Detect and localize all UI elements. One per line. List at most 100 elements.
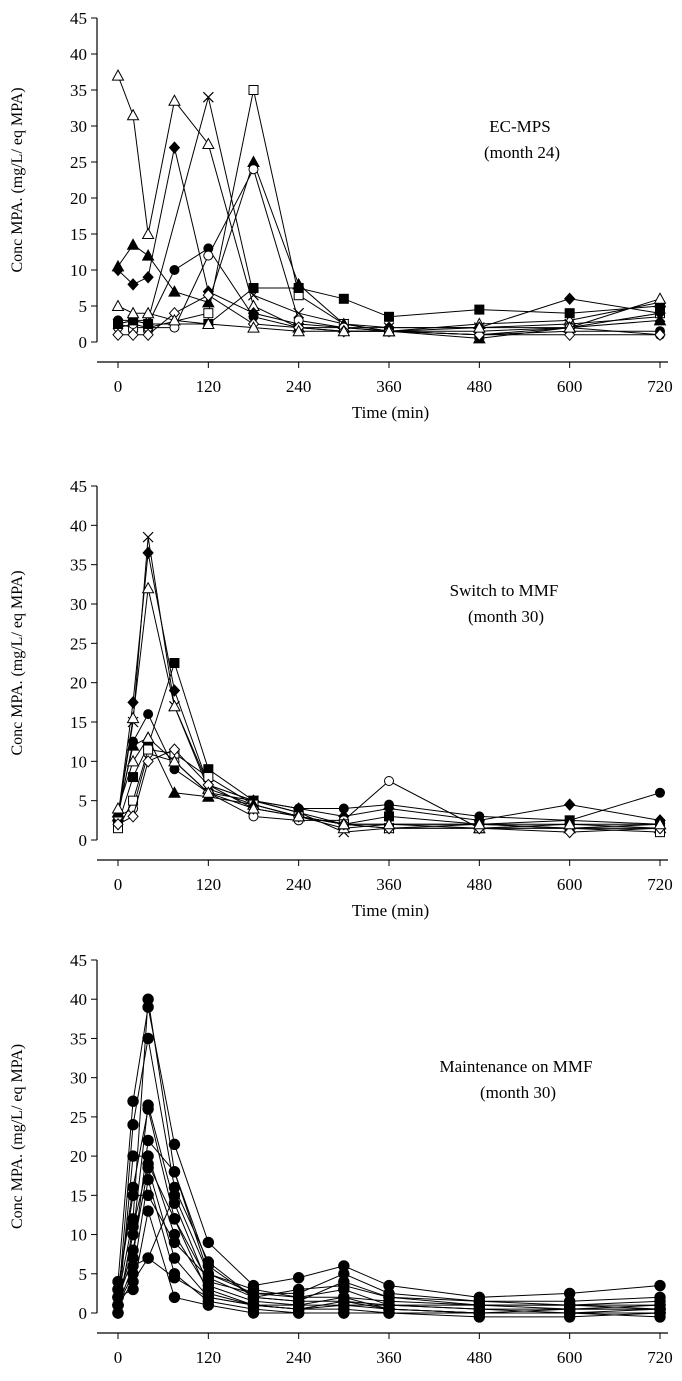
series-line [117, 1162, 661, 1318]
series [111, 731, 667, 830]
data-point [168, 1291, 181, 1304]
chart-panel-3: 0 5 10 15 20 25 30 35 40 45 0 120 240 360 480 600 720 Con… [9, 951, 673, 1367]
y-tick-label: 0 [79, 831, 88, 850]
panel-annotation: (month 30) [480, 1083, 556, 1102]
panel-annotation: Maintenance on MMF [440, 1057, 593, 1076]
y-tick-label: 5 [79, 1265, 88, 1284]
data-point [248, 164, 259, 175]
y-tick-label: 40 [70, 516, 87, 535]
data-point [292, 1272, 305, 1284]
y-tick-label: 20 [70, 189, 87, 208]
data-point [563, 817, 577, 830]
data-point [472, 817, 486, 830]
series [112, 141, 666, 334]
data-point [142, 1001, 154, 1013]
x-tick-label: 720 [647, 875, 673, 894]
data-point [201, 786, 215, 798]
data-point [168, 1189, 181, 1202]
data-point [248, 85, 259, 95]
series-line [117, 147, 661, 329]
series [113, 283, 665, 329]
y-tick-label: 20 [70, 674, 87, 693]
y-tick-label: 0 [79, 333, 88, 352]
data-point [126, 754, 140, 767]
data-point [473, 1303, 486, 1315]
series-line [117, 588, 661, 829]
y-tick-label: 30 [70, 117, 87, 136]
data-point [168, 1236, 181, 1249]
y-tick-label: 45 [70, 951, 87, 970]
data-point [126, 711, 140, 724]
data-point [248, 283, 259, 293]
x-axis-label: Time (min) [352, 403, 429, 422]
data-point [563, 798, 576, 811]
data-point [142, 1032, 154, 1045]
x-tick-label: 120 [196, 1348, 222, 1367]
data-point [126, 306, 140, 319]
series [112, 1252, 666, 1315]
x-tick-label: 240 [286, 377, 312, 396]
y-tick-label: 15 [70, 225, 87, 244]
data-point [654, 328, 666, 342]
series-line [117, 1006, 661, 1298]
x-tick-label: 120 [196, 875, 222, 894]
data-point [142, 755, 154, 768]
data-point [142, 546, 154, 560]
data-point [111, 801, 125, 814]
data-point [654, 1303, 666, 1315]
data-point [292, 1283, 305, 1296]
data-point [292, 1299, 305, 1311]
data-point [168, 699, 181, 712]
data-point [338, 1299, 350, 1311]
data-point [169, 658, 180, 668]
data-point [203, 250, 214, 261]
data-point [202, 1236, 215, 1249]
y-tick-label: 30 [70, 595, 87, 614]
x-tick-label: 480 [467, 377, 493, 396]
series-line [117, 89, 661, 336]
series-line [117, 1108, 661, 1314]
chart-panel-2: 0 5 10 15 20 25 30 35 40 45 0 120 240 360 480 600 720 Tim… [9, 477, 673, 920]
data-point [338, 1279, 350, 1292]
data-point [141, 306, 155, 319]
x-tick-label: 480 [467, 875, 493, 894]
data-point [382, 324, 396, 337]
data-point [201, 317, 215, 329]
data-point [141, 581, 155, 594]
data-point [168, 1252, 181, 1264]
data-point [338, 1268, 350, 1280]
x-tick-label: 360 [376, 1348, 402, 1367]
data-point [142, 328, 154, 342]
x-tick-label: 720 [647, 1348, 673, 1367]
y-tick-label: 10 [70, 752, 87, 771]
y-tick-label: 5 [79, 792, 88, 811]
data-point [337, 817, 351, 830]
series [112, 288, 666, 342]
data-point [127, 1189, 139, 1202]
data-point [384, 311, 394, 322]
data-point [563, 292, 576, 306]
data-point [142, 1158, 154, 1170]
y-tick-label: 0 [79, 1304, 88, 1323]
y-tick-label: 15 [70, 713, 87, 732]
chart-panel-1: 0 5 10 15 20 25 30 35 40 45 0 120 240 360 480 600 720 Tim… [9, 9, 673, 422]
data-point [472, 321, 486, 333]
data-point [653, 292, 667, 304]
data-point [202, 288, 215, 302]
data-point [142, 1134, 154, 1147]
y-tick-label: 30 [70, 1069, 87, 1088]
data-point [168, 1138, 181, 1151]
y-tick-label: 25 [70, 634, 87, 653]
data-point [168, 786, 181, 798]
y-tick-label: 35 [70, 1029, 87, 1048]
data-point [563, 1303, 576, 1315]
y-tick-label: 5 [79, 297, 88, 316]
series-line [117, 75, 661, 332]
data-point [142, 1205, 154, 1217]
x-tick-label: 720 [647, 377, 673, 396]
data-point [168, 754, 181, 767]
x-tick-label: 600 [557, 1348, 583, 1367]
panel-annotation: (month 24) [484, 143, 560, 162]
data-point [247, 1299, 260, 1311]
series-line [117, 999, 660, 1306]
